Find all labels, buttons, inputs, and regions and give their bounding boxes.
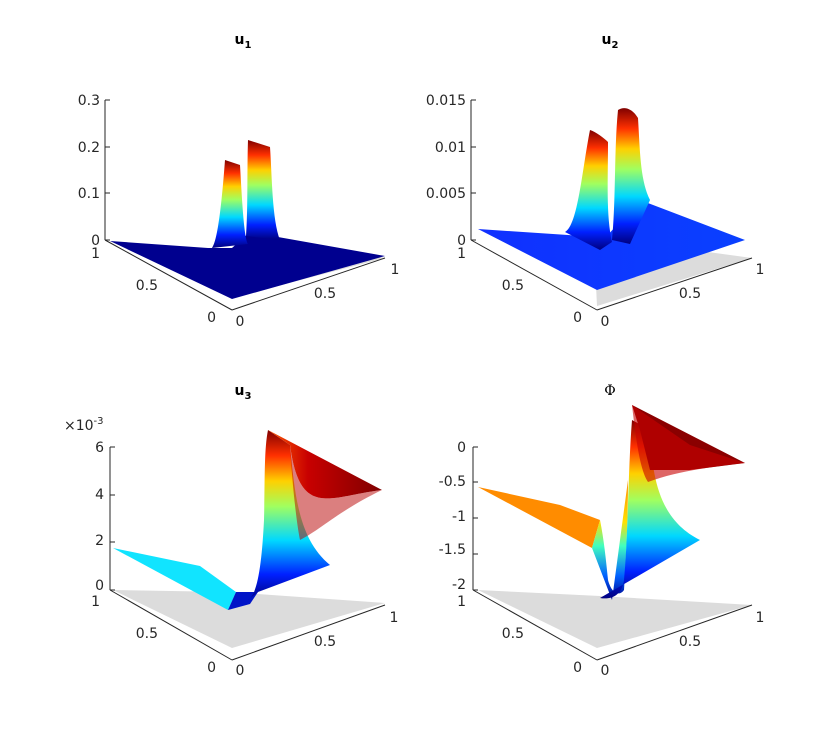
y-axis	[470, 239, 598, 311]
x-tick-label: 1	[391, 262, 400, 278]
y-tick-label: 1	[457, 594, 466, 610]
z-tick-label: -0.5	[439, 474, 466, 490]
y-tick-label: 1	[91, 246, 100, 262]
floor-shadow	[478, 590, 752, 648]
y-tick-label: 0.5	[502, 626, 524, 642]
x-tick-label: 0	[601, 314, 610, 330]
floor-shadow	[113, 590, 385, 648]
chart-title: u3	[235, 383, 252, 402]
panel-u2: u2 0 0.005 0.01 0.015 0 0.5 1 0 0.5 1	[426, 32, 765, 330]
z-tick-label: 6	[95, 440, 104, 456]
surface-peak	[212, 160, 248, 248]
x-ticks: 0 0.5 1	[601, 262, 765, 330]
y-axis	[104, 239, 233, 311]
surface-plateau-right-face	[632, 405, 745, 482]
z-multiplier: ×10-3	[64, 416, 104, 434]
x-axis	[596, 604, 753, 661]
z-ticks: 0 0.005 0.01 0.015	[426, 93, 476, 249]
y-tick-label: 1	[91, 594, 100, 610]
surface-rise	[600, 420, 700, 599]
x-tick-label: 0.5	[314, 286, 336, 302]
x-tick-label: 0.5	[314, 634, 336, 650]
x-axis	[231, 604, 386, 661]
surface-plateau-left	[113, 548, 236, 610]
y-tick-label: 0.5	[136, 626, 158, 642]
y-tick-label: 0	[573, 310, 582, 326]
y-tick-label: 0.5	[136, 278, 158, 294]
z-tick-label: 0	[457, 440, 466, 456]
surface-rise	[248, 430, 330, 600]
y-tick-label: 0.5	[502, 278, 524, 294]
z-tick-label: 0.005	[426, 186, 466, 202]
z-tick-label: -1	[452, 509, 466, 525]
x-tick-label: 0.5	[679, 286, 701, 302]
z-tick-label: -1.5	[439, 542, 466, 558]
y-ticks: 0 0.5 1	[91, 594, 216, 676]
panel-u1: u1 0 0.1 0.2 0.3 0 0.5 1 0 0.5 1	[78, 32, 400, 330]
panel-phi: Φ -2 -1.5 -1 -0.5 0 0 0.5 1 0 0.5 1	[439, 383, 765, 679]
x-tick-label: 0	[601, 663, 610, 679]
surface-base	[110, 232, 385, 299]
z-ticks: 0 2 4 6	[95, 440, 115, 594]
x-tick-label: 0	[236, 314, 245, 330]
surface-valley	[228, 592, 258, 610]
z-tick-label: 0	[95, 578, 104, 594]
y-axis	[109, 589, 233, 661]
z-ticks: 0 0.1 0.2 0.3	[78, 93, 110, 249]
surface-peak	[246, 140, 280, 240]
surface-plateau-left	[478, 487, 600, 548]
z-tick-label: 0.01	[435, 140, 466, 156]
x-axis	[231, 257, 386, 311]
x-tick-label: 0.5	[679, 634, 701, 650]
y-tick-label: 0	[207, 660, 216, 676]
y-axis	[472, 589, 598, 661]
chart-title: Φ	[604, 383, 615, 399]
surface-plateau-right-lower	[290, 445, 382, 540]
z-tick-label: -2	[452, 577, 466, 593]
z-tick-label: 4	[95, 487, 104, 503]
y-ticks: 0 0.5 1	[91, 246, 216, 326]
y-ticks: 0 0.5 1	[457, 594, 582, 676]
z-ticks: -2 -1.5 -1 -0.5 0	[439, 440, 478, 593]
surface-peak	[612, 108, 650, 244]
x-tick-label: 0	[236, 663, 245, 679]
y-tick-label: 0	[573, 660, 582, 676]
y-tick-label: 1	[457, 246, 466, 262]
z-tick-label: 0.015	[426, 93, 466, 109]
surface-base	[478, 200, 745, 290]
x-axis	[596, 257, 753, 311]
x-ticks: 0 0.5 1	[601, 610, 765, 679]
x-ticks: 0 0.5 1	[236, 262, 400, 330]
z-tick-label: 0	[91, 233, 100, 249]
chart-title: u2	[602, 32, 619, 51]
z-tick-label: 0.3	[78, 93, 100, 109]
y-tick-label: 0	[207, 310, 216, 326]
x-tick-label: 1	[756, 610, 765, 626]
chart-title: u1	[235, 32, 252, 51]
surface-plateau-right	[268, 430, 382, 499]
x-tick-label: 1	[390, 610, 399, 626]
z-tick-label: 2	[95, 533, 104, 549]
surface-peak	[565, 130, 612, 250]
z-tick-label: 0.2	[78, 140, 100, 156]
y-ticks: 0 0.5 1	[457, 246, 582, 326]
panel-u3: u3 ×10-3 0 2 4 6 0 0.5 1 0 0.5 1	[64, 383, 398, 679]
z-tick-label: 0	[457, 233, 466, 249]
x-ticks: 0 0.5 1	[236, 610, 399, 679]
x-tick-label: 1	[756, 262, 765, 278]
surface-dip	[592, 480, 628, 600]
z-tick-label: 0.1	[78, 186, 100, 202]
